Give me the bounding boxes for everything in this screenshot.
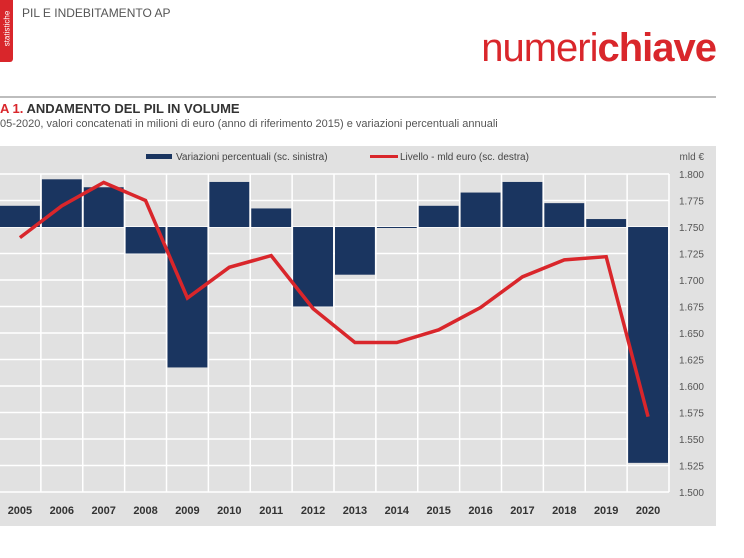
bar-2015: [418, 205, 459, 227]
x-tick-label: 2017: [510, 505, 534, 517]
bar-2011: [251, 208, 292, 227]
right-axis-tick: 1.775: [679, 197, 704, 208]
bar-2010: [209, 181, 250, 227]
bar-2020: [628, 227, 668, 463]
figure-title-text: ANDAMENTO DEL PIL IN VOLUME: [26, 101, 240, 116]
x-tick-label: 2007: [91, 505, 115, 517]
right-axis-tick: 1.525: [679, 462, 704, 473]
right-axis-tick: 1.675: [679, 303, 704, 314]
x-tick-label: 2018: [552, 505, 576, 517]
right-axis-tick: 1.650: [679, 329, 704, 340]
figure-number: A 1.: [0, 101, 24, 116]
bar-2013: [335, 227, 375, 275]
x-tick-label: 2013: [343, 505, 367, 517]
right-axis-unit: mld €: [680, 152, 705, 163]
right-axis-tick: 1.600: [679, 382, 704, 393]
bar-2005: [0, 205, 40, 227]
x-tick-label: 2006: [50, 505, 74, 517]
x-tick-label: 2005: [8, 505, 32, 517]
bar-2006: [41, 179, 82, 227]
brand-logo: numerichiave: [481, 26, 717, 71]
x-tick-label: 2011: [259, 505, 283, 517]
badge-text: statistiche: [2, 10, 12, 47]
bar-2018: [544, 203, 585, 227]
bar-2019: [586, 219, 627, 227]
chart: 1.500 1.525 1.550 1.575 1.600 1.625 1.650 1.675…: [0, 152, 705, 517]
bar-2017: [502, 181, 543, 227]
legend-swatch-bar: [146, 154, 172, 159]
x-tick-label: 2020: [636, 505, 660, 517]
x-tick-label: 2009: [175, 505, 199, 517]
legend-label-line: Livello - mld euro (sc. destra): [400, 152, 529, 163]
level-line: [18, 180, 650, 418]
bar-2014: [376, 227, 417, 228]
right-axis-tick: 1.575: [679, 409, 704, 420]
legend-label-bar: Variazioni percentuali (sc. sinistra): [176, 152, 328, 163]
figure-subtitle: 05-2020, valori concatenati in milioni d…: [0, 118, 498, 130]
right-axis-tick: 1.500: [679, 488, 704, 499]
figure-title: A 1. ANDAMENTO DEL PIL IN VOLUME: [0, 101, 240, 116]
right-axis-tick: 1.550: [679, 435, 704, 446]
right-axis-tick: 1.700: [679, 276, 704, 287]
x-tick-label: 2015: [426, 505, 450, 517]
right-axis-tick: 1.750: [679, 223, 704, 234]
right-axis-tick: 1.800: [679, 170, 704, 181]
right-axis-tick: 1.725: [679, 250, 704, 261]
header-divider: [0, 96, 716, 98]
chart-panel: 1.500 1.525 1.550 1.575 1.600 1.625 1.650 1.675…: [0, 146, 716, 526]
x-tick-label: 2019: [594, 505, 618, 517]
x-tick-label: 2008: [133, 505, 157, 517]
bar-2007: [83, 187, 124, 227]
brand-thin: numeri: [481, 26, 598, 70]
brand-bold: chiave: [597, 26, 717, 70]
bar-2012: [293, 227, 333, 307]
x-tick-label: 2012: [301, 505, 325, 517]
legend-swatch-line: [370, 155, 398, 158]
x-tick-label: 2010: [217, 505, 241, 517]
x-tick-label: 2014: [385, 505, 410, 517]
right-axis-tick: 1.625: [679, 356, 704, 367]
statistiche-badge: statistiche: [0, 0, 13, 62]
x-tick-label: 2016: [468, 505, 492, 517]
section-title: PIL E INDEBITAMENTO AP: [22, 6, 171, 20]
bar-2016: [460, 192, 501, 227]
